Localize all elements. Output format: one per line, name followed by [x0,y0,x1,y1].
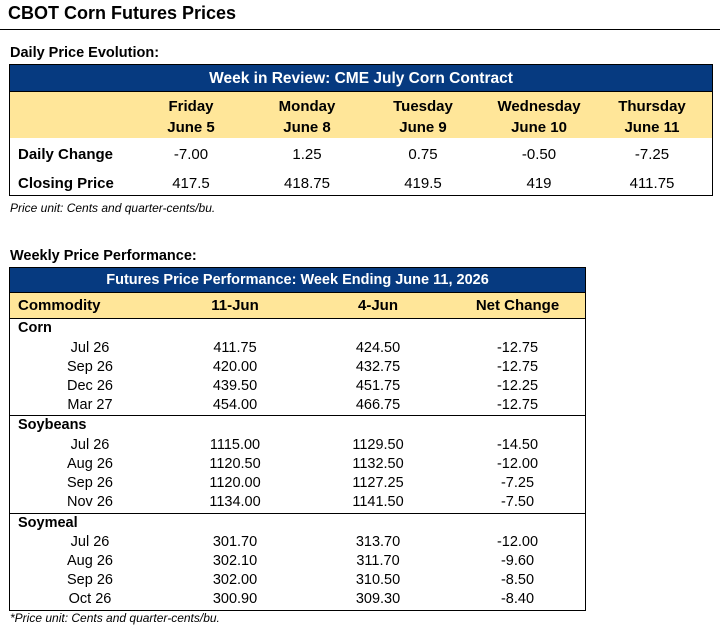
column-header-commodity: Commodity [18,297,101,314]
net-change: -7.50 [500,494,535,510]
day-date: June 9 [399,119,447,136]
net-change: -14.50 [496,437,539,453]
price-current: 302.00 [212,572,258,588]
price-current: 1120.50 [209,456,261,472]
contract-month: Jul 26 [70,340,110,356]
price-current: 411.75 [213,340,257,356]
group-rows-soymeal: Jul 26 301.70 313.70 -12.00 Aug 26 302.1… [0,534,720,614]
daily-change-value: -0.50 [521,146,557,163]
weekly-header-row [10,293,585,318]
contract-month: Oct 26 [68,591,112,607]
price-previous: 424.50 [355,340,401,356]
daily-change-value: 1.25 [292,146,322,163]
contract-month: Sep 26 [67,475,113,491]
group-divider [10,415,585,416]
price-previous: 432.75 [355,359,401,375]
column-header-current: 11-Jun [211,297,259,314]
contract-month: Mar 27 [67,397,113,413]
day-date: June 5 [167,119,215,136]
daily-change-value: -7.00 [173,146,209,163]
closing-price-value: 417.5 [172,175,210,192]
price-previous: 1127.25 [352,475,404,491]
price-current: 420.00 [212,359,258,375]
daily-change-value: 0.75 [408,146,438,163]
column-header-previous: 4-Jun [357,297,398,314]
price-previous: 1129.50 [352,437,404,453]
weekly-section-label: Weekly Price Performance: [10,248,197,264]
net-change: -7.25 [500,475,535,491]
daily-header-row [10,92,712,138]
price-previous: 451.75 [355,378,401,394]
price-current: 1120.00 [209,475,261,491]
group-rows-soybeans: Jul 26 1115.00 1129.50 -14.50 Aug 26 112… [0,437,720,517]
day-name: Monday [278,98,336,115]
contract-month: Jul 26 [70,534,110,550]
net-change: -12.75 [496,340,539,356]
price-previous: 309.30 [355,591,401,607]
day-header-2: Monday June 8 [255,96,359,138]
header-divider [10,318,585,319]
title-divider [0,29,720,30]
price-previous: 313.70 [355,534,401,550]
day-date: June 8 [283,119,331,136]
day-header-1: Friday June 5 [139,96,243,138]
price-current: 1134.00 [209,494,261,510]
daily-section-label: Daily Price Evolution: [10,45,160,61]
price-current: 454.00 [212,397,258,413]
row-label-closing-price: Closing Price [18,175,114,192]
day-name: Friday [168,98,214,115]
group-label-corn: Corn [18,320,52,336]
price-current: 1115.00 [209,437,261,453]
group-rows-corn: Jul 26 411.75 424.50 -12.75 Sep 26 420.0… [0,340,720,420]
page-title: CBOT Corn Futures Prices [8,3,237,23]
daily-banner: Week in Review: CME July Corn Contract [9,64,713,92]
group-divider [10,513,585,514]
contract-month: Nov 26 [67,494,113,510]
net-change: -12.00 [496,534,539,550]
day-name: Tuesday [393,98,453,115]
contract-month: Jul 26 [70,437,110,453]
contract-month: Sep 26 [67,359,113,375]
group-label-soybeans: Soybeans [18,417,87,433]
price-current: 439.50 [212,378,258,394]
weekly-price-unit-note: *Price unit: Cents and quarter-cents/bu. [10,611,220,625]
closing-price-value: 418.75 [284,175,330,192]
day-name: Wednesday [497,98,581,115]
price-previous: 466.75 [355,397,401,413]
net-change: -12.75 [496,397,539,413]
contract-month: Sep 26 [67,572,113,588]
net-change: -8.50 [500,572,535,588]
net-change: -12.75 [496,359,539,375]
contract-month: Aug 26 [67,553,113,569]
price-current: 300.90 [212,591,258,607]
contract-month: Dec 26 [67,378,113,394]
day-date: June 11 [624,119,680,136]
daily-change-value: -7.25 [634,146,670,163]
net-change: -12.00 [496,456,539,472]
price-previous: 1132.50 [352,456,404,472]
net-change: -12.25 [496,378,539,394]
weekly-banner: Futures Price Performance: Week Ending J… [9,267,586,293]
price-current: 302.10 [212,553,258,569]
day-header-3: Tuesday June 9 [371,96,475,138]
price-previous: 311.70 [356,553,400,569]
contract-month: Aug 26 [67,456,113,472]
day-header-5: Thursday June 11 [600,96,704,138]
group-label-soymeal: Soymeal [18,515,78,531]
net-change: -9.60 [500,553,535,569]
day-header-4: Wednesday June 10 [482,96,596,138]
daily-price-unit-note: Price unit: Cents and quarter-cents/bu. [10,201,216,215]
price-current: 301.70 [212,534,258,550]
row-label-daily-change: Daily Change [18,146,114,163]
day-date: June 10 [511,119,567,136]
day-name: Thursday [618,98,686,115]
price-previous: 310.50 [355,572,401,588]
price-previous: 1141.50 [352,494,404,510]
closing-price-value: 411.75 [629,175,675,192]
net-change: -8.40 [500,591,535,607]
closing-price-value: 419 [526,175,552,192]
closing-price-value: 419.5 [404,175,442,192]
column-header-net-change: Net Change [475,297,560,314]
